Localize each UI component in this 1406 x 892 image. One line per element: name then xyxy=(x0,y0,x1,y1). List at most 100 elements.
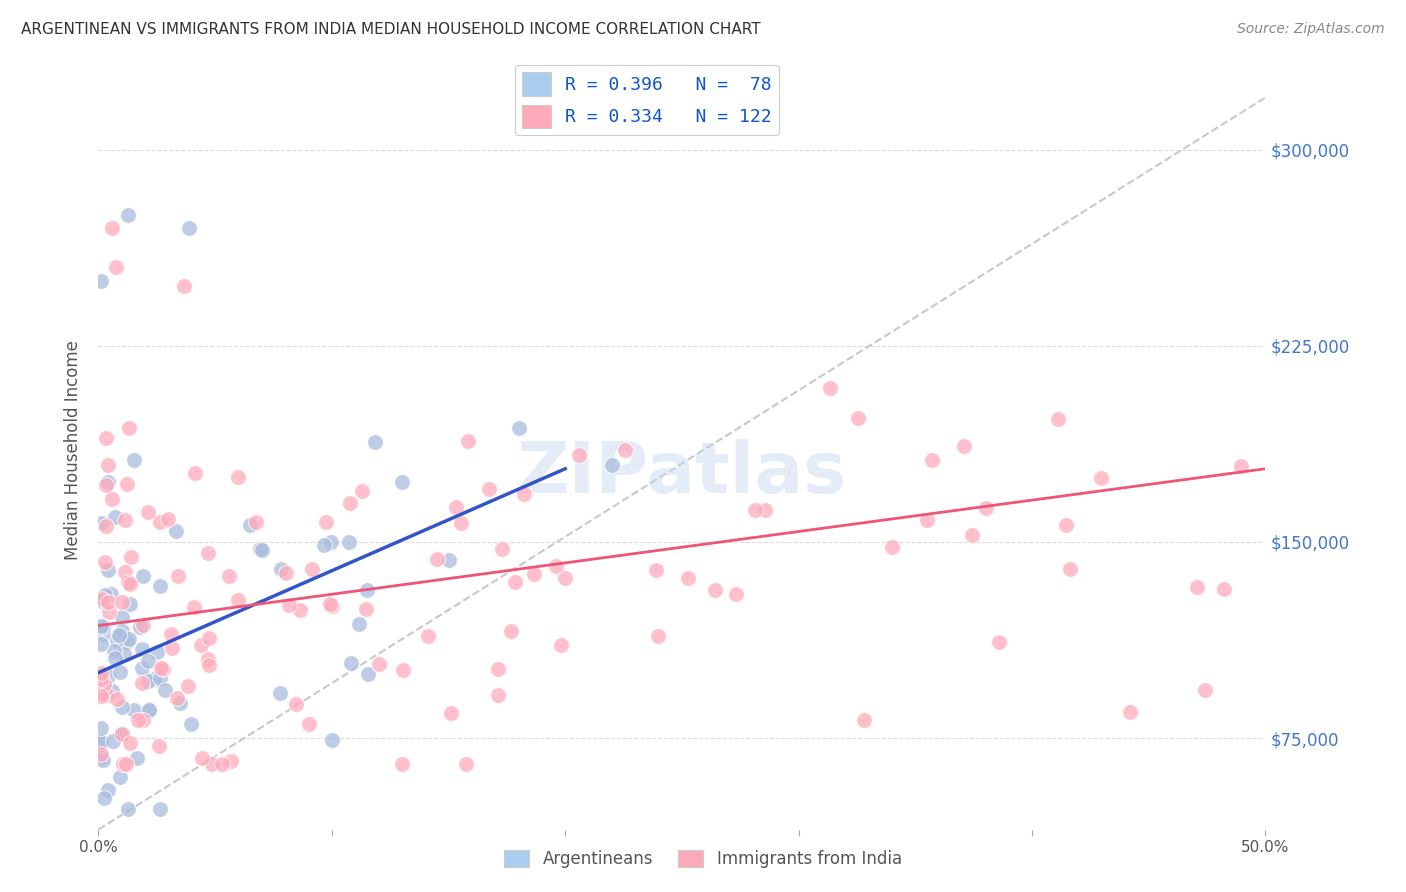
Point xyxy=(138,703,160,717)
Point xyxy=(350,483,373,498)
Point xyxy=(356,583,378,598)
Point xyxy=(846,411,869,425)
Point xyxy=(277,598,299,612)
Point xyxy=(138,702,160,716)
Point xyxy=(127,713,149,727)
Point xyxy=(201,757,224,772)
Point xyxy=(179,221,201,235)
Point xyxy=(111,757,134,772)
Point xyxy=(93,677,115,691)
Point xyxy=(122,703,145,717)
Text: ZIPatlas: ZIPatlas xyxy=(517,439,846,508)
Point xyxy=(94,431,117,445)
Point xyxy=(122,453,145,467)
Point xyxy=(314,537,336,551)
Point xyxy=(97,563,120,577)
Point xyxy=(118,597,141,611)
Point xyxy=(391,475,413,489)
Point xyxy=(245,515,267,529)
Point xyxy=(508,421,530,435)
Point xyxy=(136,674,159,689)
Legend: Argentineans, Immigrants from India: Argentineans, Immigrants from India xyxy=(498,843,908,875)
Point xyxy=(96,688,118,702)
Point xyxy=(152,662,174,676)
Point xyxy=(91,686,114,700)
Point xyxy=(114,565,136,579)
Point xyxy=(160,627,183,641)
Point xyxy=(218,569,240,583)
Point xyxy=(114,513,136,527)
Point xyxy=(136,654,159,668)
Point xyxy=(132,617,155,632)
Point xyxy=(250,543,273,558)
Point xyxy=(131,642,153,657)
Point xyxy=(96,518,118,533)
Point xyxy=(339,496,361,510)
Point xyxy=(191,751,214,765)
Point xyxy=(117,208,139,222)
Point xyxy=(115,635,138,649)
Point xyxy=(962,528,984,542)
Point xyxy=(117,802,139,816)
Point xyxy=(90,673,112,687)
Point xyxy=(90,273,112,287)
Point xyxy=(118,735,141,749)
Point xyxy=(90,749,112,764)
Point xyxy=(176,679,198,693)
Point xyxy=(180,717,202,731)
Point xyxy=(568,449,591,463)
Point xyxy=(491,541,513,556)
Point xyxy=(90,618,112,632)
Point xyxy=(98,605,121,619)
Point xyxy=(426,552,449,566)
Point xyxy=(114,757,136,772)
Point xyxy=(321,733,343,747)
Point xyxy=(1090,471,1112,485)
Point xyxy=(276,566,298,580)
Point xyxy=(392,664,415,678)
Point xyxy=(100,587,122,601)
Point xyxy=(118,577,141,591)
Point xyxy=(228,470,250,484)
Point xyxy=(340,656,363,670)
Point xyxy=(167,569,190,583)
Point xyxy=(90,666,112,681)
Point xyxy=(1194,682,1216,697)
Point xyxy=(523,567,546,582)
Point xyxy=(149,802,172,816)
Point xyxy=(249,541,271,556)
Point xyxy=(454,757,477,772)
Point xyxy=(486,662,509,676)
Point xyxy=(550,639,572,653)
Point xyxy=(111,700,134,714)
Point xyxy=(974,501,997,516)
Point xyxy=(132,569,155,583)
Point xyxy=(678,571,700,585)
Point xyxy=(97,668,120,682)
Point xyxy=(112,647,135,661)
Point xyxy=(149,661,172,675)
Point xyxy=(554,571,576,585)
Point xyxy=(153,683,176,698)
Point xyxy=(103,643,125,657)
Point xyxy=(478,483,501,497)
Point xyxy=(91,627,114,641)
Point xyxy=(111,610,134,624)
Point xyxy=(270,562,292,576)
Point xyxy=(117,574,139,589)
Point xyxy=(921,452,943,467)
Point xyxy=(347,617,370,632)
Point xyxy=(725,587,748,601)
Point xyxy=(450,516,472,531)
Point xyxy=(149,579,172,593)
Point xyxy=(285,697,308,711)
Point xyxy=(105,691,128,706)
Point xyxy=(94,555,117,569)
Point xyxy=(703,582,725,597)
Point xyxy=(183,466,205,480)
Point xyxy=(94,478,117,492)
Point xyxy=(160,641,183,656)
Point xyxy=(149,516,172,530)
Point xyxy=(391,757,413,772)
Point xyxy=(93,791,115,805)
